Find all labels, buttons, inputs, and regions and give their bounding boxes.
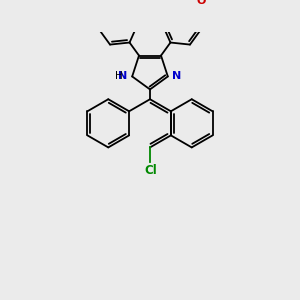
Text: Cl: Cl (145, 164, 157, 177)
Text: H: H (115, 70, 122, 81)
Text: O: O (196, 0, 206, 6)
Text: N: N (118, 71, 128, 82)
Text: N: N (172, 71, 182, 82)
